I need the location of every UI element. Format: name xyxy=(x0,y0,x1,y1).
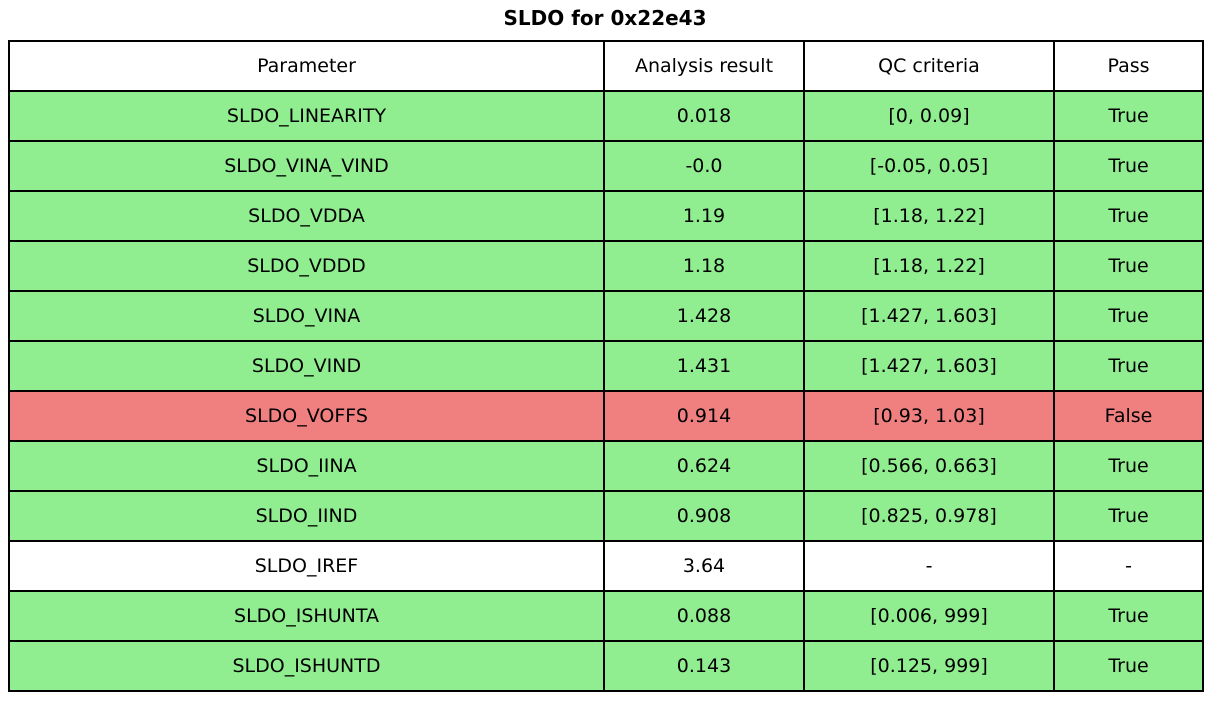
table-row: SLDO_IREF 3.64- - xyxy=(8,540,1204,592)
cell-pass: True xyxy=(1053,590,1204,642)
table-row: SLDO_ISHUNTD 0.143 [0.125, 999] True xyxy=(8,640,1204,692)
cell-analysis-result: 0.143 xyxy=(603,640,805,692)
cell-qc-criteria: [0.006, 999] xyxy=(803,590,1055,642)
cell-parameter: SLDO_LINEARITY xyxy=(8,90,605,142)
cell-parameter: SLDO_VOFFS xyxy=(8,390,605,442)
cell-analysis-result: 0.088 xyxy=(603,590,805,642)
cell-analysis-result: 3.64 xyxy=(603,540,805,592)
cell-parameter: SLDO_VINA xyxy=(8,290,605,342)
cell-analysis-result: 0.908 xyxy=(603,490,805,542)
cell-qc-criteria: [-0.05, 0.05] xyxy=(803,140,1055,192)
cell-qc-criteria: - xyxy=(803,540,1055,592)
cell-parameter: SLDO_IREF xyxy=(8,540,605,592)
table-row: SLDO_VDDD 1.18 [1.18, 1.22] True xyxy=(8,240,1204,292)
table-row: SLDO_IIND 0.908 [0.825, 0.978] True xyxy=(8,490,1204,542)
cell-parameter: SLDO_IIND xyxy=(8,490,605,542)
cell-analysis-result: -0.0 xyxy=(603,140,805,192)
cell-analysis-result: 1.19 xyxy=(603,190,805,242)
cell-parameter: SLDO_VDDD xyxy=(8,240,605,292)
table-row: SLDO_LINEARITY 0.018 [0, 0.09] True xyxy=(8,90,1204,142)
cell-parameter: SLDO_VIND xyxy=(8,340,605,392)
figure-title: SLDO for 0x22e43 xyxy=(503,6,707,30)
cell-analysis-result: 0.914 xyxy=(603,390,805,442)
cell-qc-criteria: [1.427, 1.603] xyxy=(803,290,1055,342)
cell-pass: True xyxy=(1053,90,1204,142)
column-header-pass: Pass xyxy=(1053,40,1204,92)
cell-parameter: SLDO_ISHUNTA xyxy=(8,590,605,642)
cell-pass: True xyxy=(1053,140,1204,192)
cell-qc-criteria: [1.18, 1.22] xyxy=(803,240,1055,292)
table-body: SLDO_LINEARITY 0.018 [0, 0.09] True SLDO_VIN… xyxy=(8,90,1204,692)
column-header-analysis-result: Analysis result xyxy=(603,40,805,92)
cell-pass: True xyxy=(1053,340,1204,392)
cell-analysis-result: 0.018 xyxy=(603,90,805,142)
cell-pass: True xyxy=(1053,440,1204,492)
cell-analysis-result: 0.624 xyxy=(603,440,805,492)
header-row: Parameter Analysis result QC criteria Pa… xyxy=(8,40,1204,92)
cell-qc-criteria: [1.427, 1.603] xyxy=(803,340,1055,392)
cell-pass: True xyxy=(1053,290,1204,342)
table-row: SLDO_VDDA 1.19 [1.18, 1.22] True xyxy=(8,190,1204,242)
cell-qc-criteria: [1.18, 1.22] xyxy=(803,190,1055,242)
column-header-parameter: Parameter xyxy=(8,40,605,92)
cell-parameter: SLDO_IINA xyxy=(8,440,605,492)
table-row: SLDO_IINA 0.624 [0.566, 0.663] True xyxy=(8,440,1204,492)
cell-analysis-result: 1.18 xyxy=(603,240,805,292)
table-row: SLDO_VIND 1.431 [1.427, 1.603] True xyxy=(8,340,1204,392)
table-row: SLDO_VINA 1.428 [1.427, 1.603] True xyxy=(8,290,1204,342)
table-row: SLDO_ISHUNTA 0.088 [0.006, 999] True xyxy=(8,590,1204,642)
cell-analysis-result: 1.428 xyxy=(603,290,805,342)
table-row: SLDO_VINA_VIND -0.0 [-0.05, 0.05] True xyxy=(8,140,1204,192)
cell-qc-criteria: [0.125, 999] xyxy=(803,640,1055,692)
column-header-qc-criteria: QC criteria xyxy=(803,40,1055,92)
cell-qc-criteria: [0.93, 1.03] xyxy=(803,390,1055,442)
cell-pass: True xyxy=(1053,190,1204,242)
cell-parameter: SLDO_VINA_VIND xyxy=(8,140,605,192)
cell-pass: True xyxy=(1053,240,1204,292)
cell-pass: True xyxy=(1053,490,1204,542)
cell-qc-criteria: [0, 0.09] xyxy=(803,90,1055,142)
cell-analysis-result: 1.431 xyxy=(603,340,805,392)
cell-parameter: SLDO_VDDA xyxy=(8,190,605,242)
cell-pass: True xyxy=(1053,640,1204,692)
table-row: SLDO_VOFFS 0.914 [0.93, 1.03] False xyxy=(8,390,1204,442)
cell-pass: - xyxy=(1053,540,1204,592)
cell-qc-criteria: [0.825, 0.978] xyxy=(803,490,1055,542)
qc-results-table: Parameter Analysis result QC criteria Pa… xyxy=(8,40,1204,692)
cell-qc-criteria: [0.566, 0.663] xyxy=(803,440,1055,492)
cell-pass: False xyxy=(1053,390,1204,442)
table-header: Parameter Analysis result QC criteria Pa… xyxy=(8,40,1204,92)
cell-parameter: SLDO_ISHUNTD xyxy=(8,640,605,692)
